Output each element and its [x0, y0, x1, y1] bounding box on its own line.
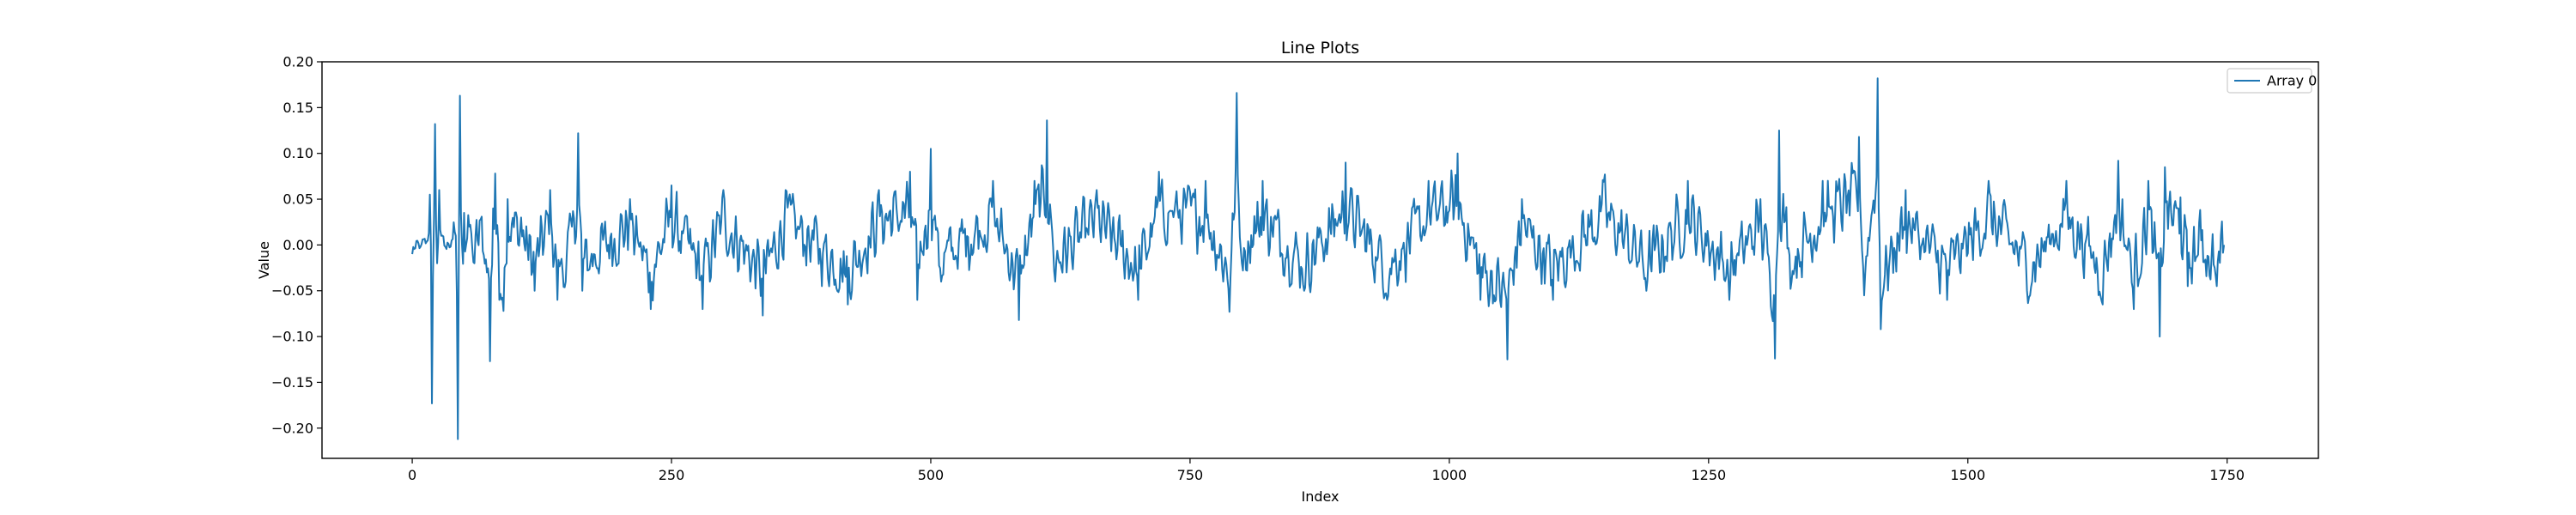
x-tick-label: 500 — [918, 467, 945, 483]
legend-box — [2227, 68, 2312, 94]
y-tick-label: 0.00 — [283, 237, 313, 253]
x-tick-label: 1750 — [2209, 467, 2245, 483]
x-tick-label: 1000 — [1432, 467, 1467, 483]
y-tick-label: −0.05 — [271, 282, 313, 299]
y-tick-label: −0.10 — [271, 329, 313, 345]
legend-label: Array 0 — [2267, 73, 2317, 89]
chart-title: Line Plots — [1281, 39, 1359, 58]
y-axis-label: Value — [256, 241, 272, 279]
x-tick-label: 1250 — [1691, 467, 1726, 483]
series-line — [411, 77, 2226, 440]
x-tick-label: 250 — [659, 467, 685, 483]
y-tick-label: 0.15 — [283, 100, 313, 116]
x-axis-label: Index — [1301, 488, 1339, 505]
legend: Array 0 — [2227, 68, 2317, 94]
plot-frame — [321, 61, 2319, 459]
y-tick-label: 0.05 — [283, 191, 313, 208]
x-tick-label: 0 — [408, 467, 416, 483]
x-tick-label: 750 — [1177, 467, 1204, 483]
data-layer — [411, 77, 2226, 440]
y-tick-label: 0.20 — [283, 54, 313, 70]
axes: 0 250 500 750 1000 1250 1500 1750 −0.20 −0.15 −0.1… — [271, 54, 2319, 483]
x-tick-label: 1500 — [1950, 467, 1985, 483]
y-tick-label: −0.15 — [271, 374, 313, 391]
y-tick-label: −0.20 — [271, 420, 313, 436]
y-tick-label: 0.10 — [283, 145, 313, 161]
